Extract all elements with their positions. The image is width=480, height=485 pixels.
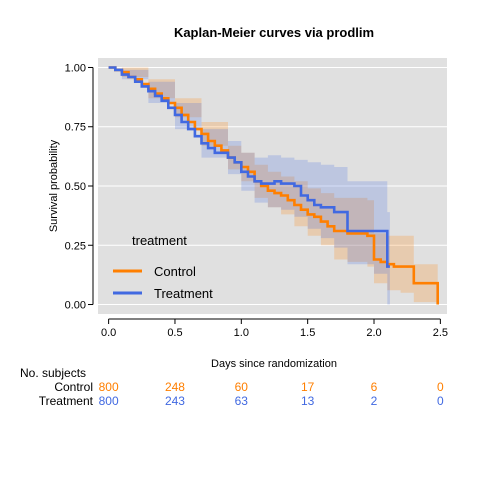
axes: 0.00 0.25 0.50 0.75 1.00 0.0 0.5 1.0 1.5 2.0 2.5 — [65, 62, 448, 339]
legend-title: treatment — [132, 233, 187, 248]
legend: treatment Control Treatment — [113, 233, 213, 301]
risk-value-treatment: 13 — [301, 394, 315, 408]
grid-lines — [98, 66, 447, 306]
risk-row-label-treatment: Treatment — [39, 394, 94, 408]
y-tick-label: 0.25 — [65, 240, 86, 252]
risk-value-treatment: 0 — [437, 394, 444, 408]
survival-curve-treatment — [108, 66, 390, 268]
risk-table-header: No. subjects — [20, 366, 86, 380]
risk-value-control: 60 — [235, 380, 249, 394]
risk-value-control: 800 — [99, 380, 119, 394]
risk-value-treatment: 63 — [235, 394, 249, 408]
x-tick-label: 1.0 — [234, 327, 249, 339]
y-tick-label: 0.75 — [65, 122, 86, 134]
risk-value-treatment: 243 — [165, 394, 185, 408]
x-tick-label: 2.0 — [366, 327, 381, 339]
risk-value-control: 17 — [301, 380, 315, 394]
survival-curves — [108, 66, 439, 305]
risk-value-control: 6 — [371, 380, 378, 394]
x-tick-label: 2.5 — [433, 327, 448, 339]
x-tick-label: 0.5 — [167, 327, 182, 339]
chart-title: Kaplan-Meier curves via prodlim — [174, 25, 374, 40]
y-tick-label: 0.50 — [65, 181, 86, 193]
y-tick-label: 1.00 — [65, 62, 86, 74]
risk-value-treatment: 2 — [371, 394, 378, 408]
x-axis-label: Days since randomization — [211, 358, 337, 370]
legend-label-control: Control — [154, 264, 196, 279]
y-tick-label: 0.00 — [65, 300, 86, 312]
y-axis-label: Survival probability — [48, 139, 60, 232]
legend-label-treatment: Treatment — [154, 286, 213, 301]
risk-value-control: 0 — [437, 380, 444, 394]
x-tick-label: 1.5 — [300, 327, 315, 339]
risk-value-control: 248 — [165, 380, 185, 394]
risk-row-label-control: Control — [54, 380, 93, 394]
x-tick-label: 0.0 — [101, 327, 116, 339]
confidence-band-treatment — [108, 67, 390, 305]
risk-table: No. subjects Control Treatment 800 248 60 1… — [20, 366, 444, 408]
risk-value-treatment: 800 — [99, 394, 119, 408]
